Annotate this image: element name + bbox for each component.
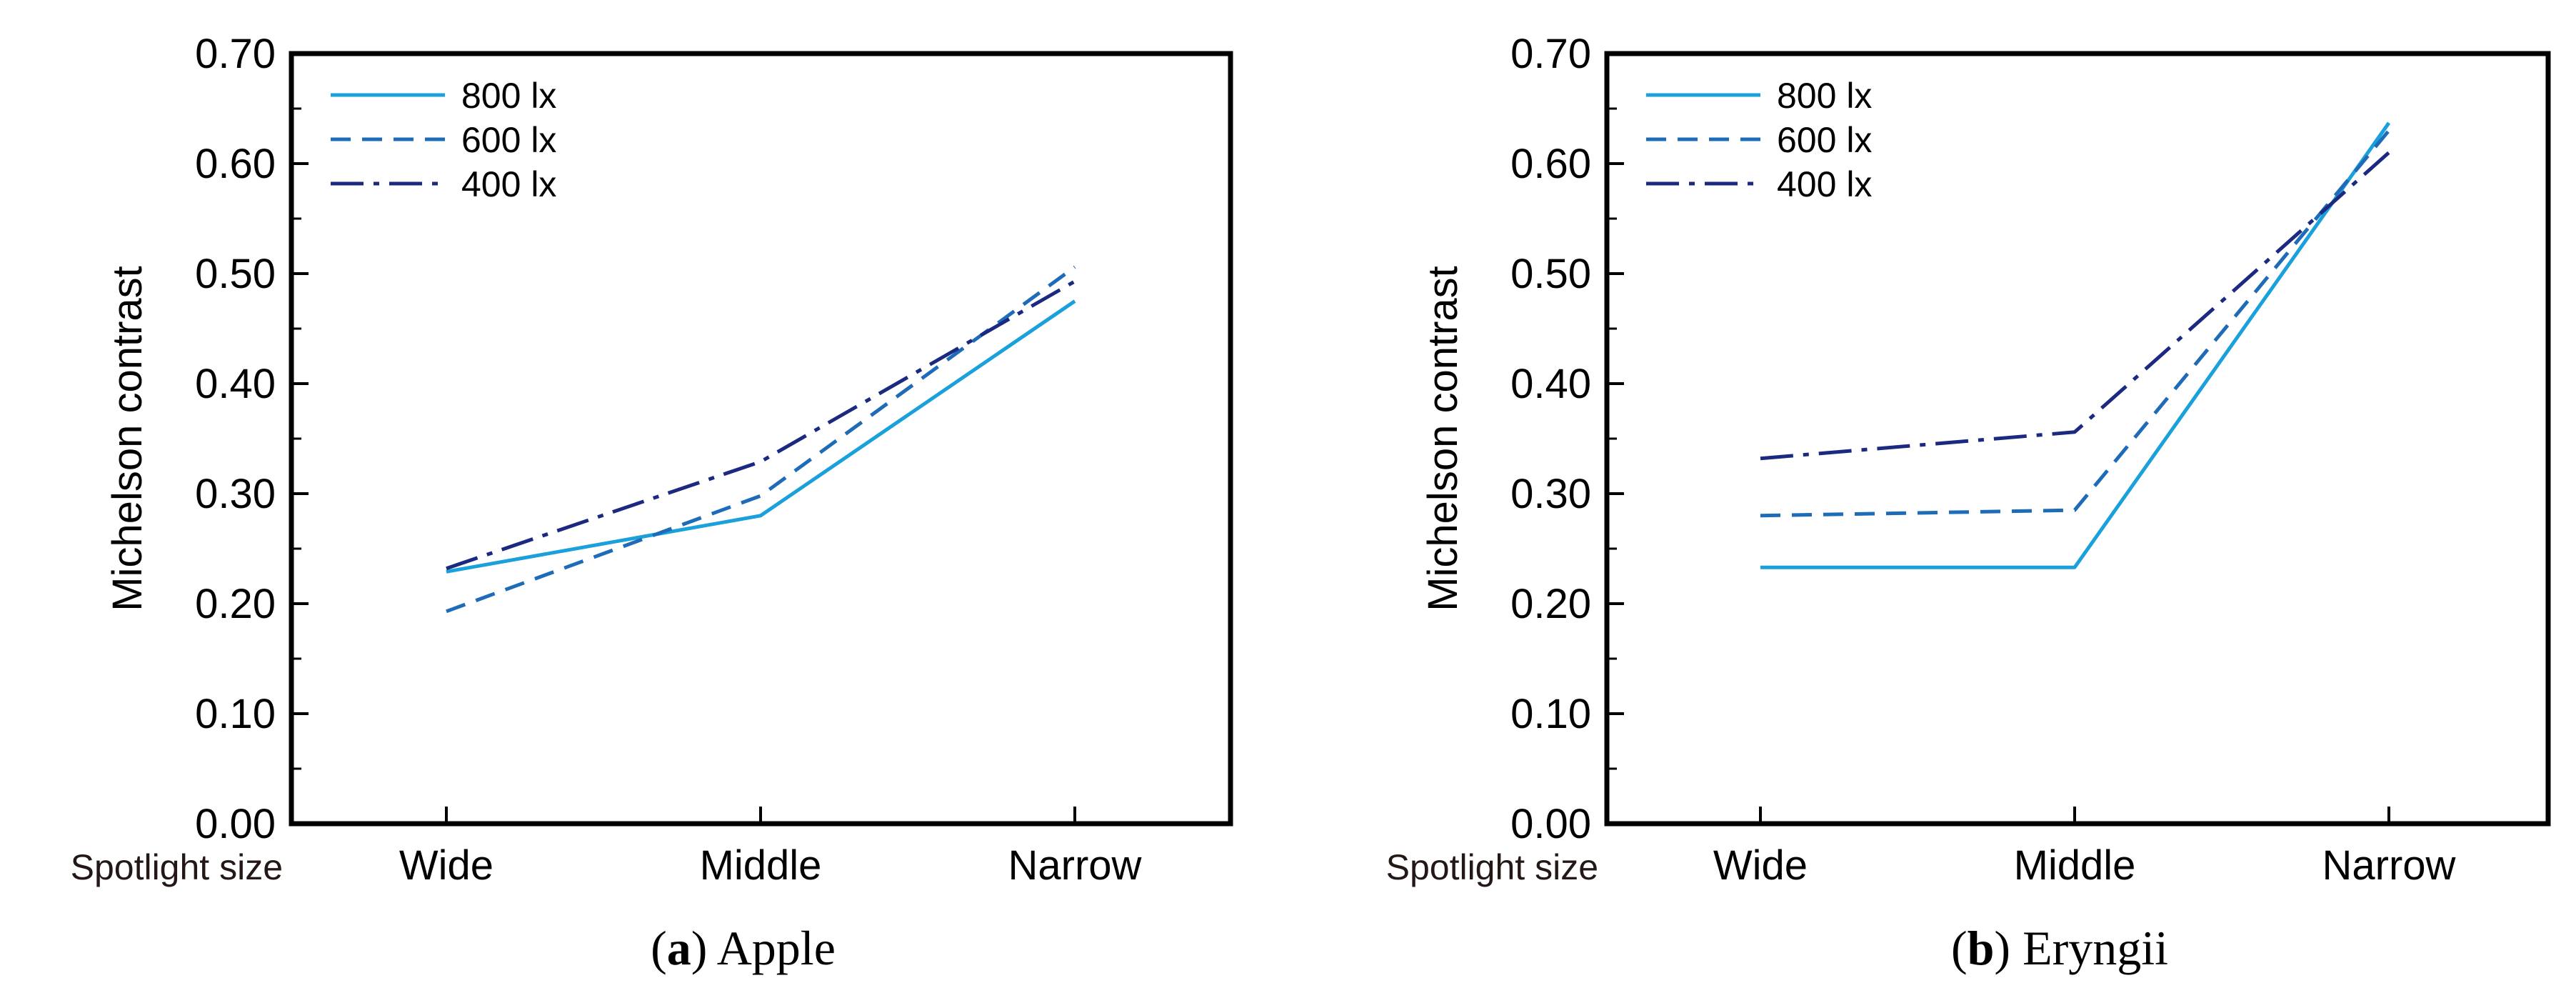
series-line-600-lx: [1760, 129, 2390, 518]
y-tick-label: 0.50: [1510, 251, 1591, 297]
y-tick-label: 0.30: [195, 471, 276, 517]
x-tick-label-middle: Middle: [2014, 842, 2136, 889]
y-tick-label: 0.10: [1510, 691, 1591, 737]
y-tick-label: 0.30: [1510, 471, 1591, 517]
series-line-400-lx: [446, 279, 1076, 571]
legend-label: 400 lx: [461, 164, 556, 204]
y-tick-label: 0.70: [1510, 31, 1591, 77]
x-tick-label-wide: Wide: [1713, 842, 1808, 889]
y-tick-label: 0.10: [195, 691, 276, 737]
caption-letter: b: [1968, 921, 1995, 975]
legend-label: 800 lx: [1777, 76, 1872, 116]
y-tick-label: 0.40: [1510, 361, 1591, 407]
y-tick-label: 0.40: [195, 361, 276, 407]
x-tick-label-wide: Wide: [399, 842, 493, 889]
y-tick-label: 0.60: [195, 141, 276, 187]
series-line-800-lx: [1760, 121, 2391, 569]
series-group: [446, 265, 1076, 614]
panel-caption: (b) Eryngii: [1951, 921, 2168, 975]
series-line-600-lx: [446, 265, 1076, 614]
x-axis: Wide Middle Narrow: [1713, 807, 2457, 889]
y-tick-label: 0.00: [1510, 801, 1591, 847]
legend-label: 800 lx: [461, 76, 556, 116]
x-axis: Wide Middle Narrow: [399, 807, 1143, 889]
chart-panel-b: 0.00 0.10 0.20 0.30 0.40 0.50 0.60 0.70 Michelso…: [1386, 31, 2551, 975]
spotlight-size-label: Spotlight size: [71, 847, 283, 887]
spotlight-size-label: Spotlight size: [1386, 847, 1598, 887]
y-axis: 0.00 0.10 0.20 0.30 0.40 0.50 0.60 0.70: [1510, 31, 1624, 847]
legend-label: 600 lx: [461, 120, 556, 160]
x-tick-label-middle: Middle: [700, 842, 822, 889]
series-group: [1760, 121, 2391, 569]
legend-label: 400 lx: [1777, 164, 1872, 204]
x-tick-label-narrow: Narrow: [1008, 842, 1143, 889]
panel-caption: (a) Apple: [651, 921, 836, 975]
y-tick-label: 0.70: [195, 31, 276, 77]
y-axis: 0.00 0.10 0.20 0.30 0.40 0.50 0.60 0.70: [195, 31, 309, 847]
series-line-800-lx: [446, 299, 1076, 574]
y-axis-title: Michelson contrast: [1420, 266, 1466, 612]
y-tick-label: 0.20: [1510, 581, 1591, 627]
caption-letter: a: [667, 921, 691, 975]
series-line-400-lx: [1760, 151, 2390, 461]
y-tick-label: 0.00: [195, 801, 276, 847]
chart-panel-a: 0.00 0.10 0.20 0.30 0.40 0.50 0.60 0.70 Michelso…: [71, 31, 1233, 975]
y-axis-title: Michelson contrast: [104, 266, 151, 612]
y-tick-label: 0.20: [195, 581, 276, 627]
caption-name: Eryngii: [2023, 921, 2168, 975]
y-tick-label: 0.50: [195, 251, 276, 297]
y-tick-label: 0.60: [1510, 141, 1591, 187]
caption-name: Apple: [717, 921, 836, 975]
legend-label: 600 lx: [1777, 120, 1872, 160]
x-tick-label-narrow: Narrow: [2322, 842, 2457, 889]
